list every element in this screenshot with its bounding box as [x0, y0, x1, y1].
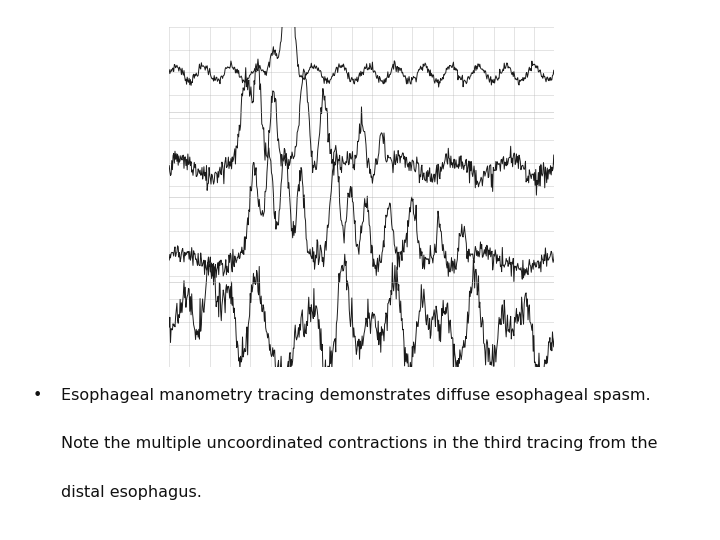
Text: •: • [32, 388, 42, 403]
Text: distal esophagus.: distal esophagus. [61, 485, 202, 500]
Text: Esophageal manometry tracing demonstrates diffuse esophageal spasm.: Esophageal manometry tracing demonstrate… [61, 388, 651, 403]
Text: Note the multiple uncoordinated contractions in the third tracing from the: Note the multiple uncoordinated contract… [61, 436, 657, 451]
